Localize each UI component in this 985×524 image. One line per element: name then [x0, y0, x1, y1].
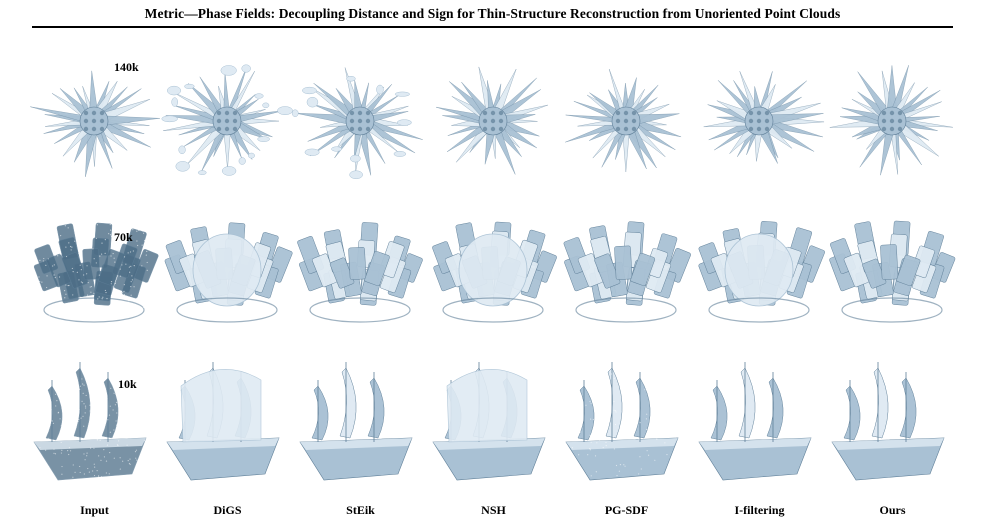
render-flower-pot-input	[28, 196, 161, 346]
figure-grid: 140k 70k 10k	[28, 46, 958, 496]
render-sea-urchin-digs	[161, 46, 294, 196]
column-label-input: Input	[80, 503, 109, 517]
render-flower-pot-steik	[294, 196, 427, 346]
column-label-i-filtering: I-filtering	[734, 503, 785, 517]
top-rule	[32, 26, 953, 28]
row-count-140k: 140k	[114, 60, 139, 74]
render-flower-pot-i-filtering	[693, 196, 826, 346]
render-sea-urchin-i-filtering	[693, 46, 826, 196]
render-sea-urchin-ours	[826, 46, 959, 196]
render-sea-urchin-pg-sdf	[560, 46, 693, 196]
column-label-digs: DiGS	[213, 503, 242, 517]
column-label-steik: StEik	[346, 503, 375, 517]
render-flower-pot-ours	[826, 196, 959, 346]
render-sea-urchin-input	[28, 46, 161, 196]
render-sailing-ship-digs	[161, 346, 294, 496]
column-labels: Input DiGS StEik NSH PG-SDF I-filtering …	[28, 503, 958, 519]
render-flower-pot-pg-sdf	[560, 196, 693, 346]
render-sailing-ship-nsh	[427, 346, 560, 496]
row-count-70k: 70k	[114, 230, 133, 244]
render-sailing-ship-input	[28, 346, 161, 496]
row-count-10k: 10k	[118, 377, 137, 391]
render-sailing-ship-i-filtering	[693, 346, 826, 496]
render-sailing-ship-ours	[826, 346, 959, 496]
render-sea-urchin-steik	[291, 46, 427, 196]
column-label-nsh: NSH	[481, 503, 506, 517]
render-flower-pot-digs	[161, 196, 294, 346]
render-flower-pot-nsh	[427, 196, 560, 346]
render-sailing-ship-pg-sdf	[560, 346, 693, 496]
render-sailing-ship-steik	[294, 346, 427, 496]
column-label-pg-sdf: PG-SDF	[604, 503, 649, 517]
column-label-ours: Ours	[879, 503, 906, 517]
render-sea-urchin-nsh	[427, 46, 560, 196]
figure-title: Metric—Phase Fields: Decoupling Distance…	[144, 6, 841, 21]
